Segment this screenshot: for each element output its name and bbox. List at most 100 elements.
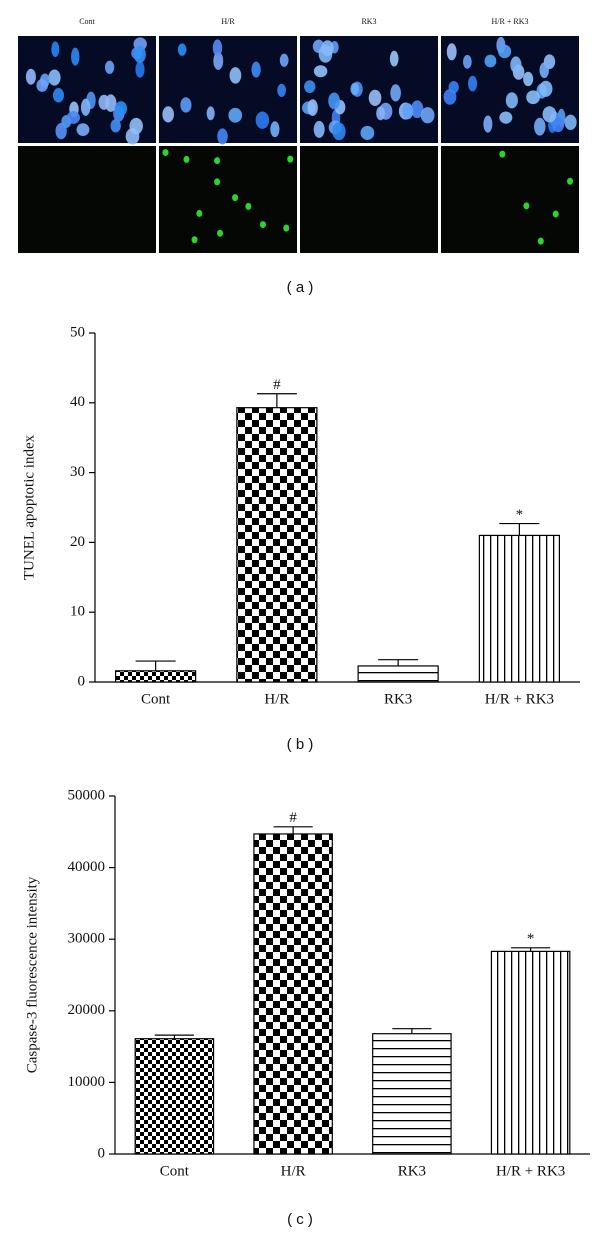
y-tick-label: 40000: [68, 859, 106, 875]
x-tick-label: H/R + RK3: [485, 691, 554, 707]
nucleus: [125, 128, 140, 145]
nucleus: [55, 122, 67, 140]
nucleus: [76, 123, 90, 136]
nucleus: [228, 107, 243, 123]
nucleus: [420, 107, 435, 124]
nucleus: [539, 80, 553, 97]
nucleus: [332, 122, 346, 141]
y-tick-label: 30: [70, 464, 85, 480]
bar: [236, 407, 318, 683]
y-tick-label: 40: [70, 394, 85, 410]
x-tick-label: Cont: [160, 1163, 190, 1179]
nucleus: [321, 40, 334, 57]
nucleus: [270, 121, 280, 138]
nucleus: [104, 60, 115, 74]
tunel-image: [300, 146, 438, 253]
column-label: RK3: [361, 17, 376, 26]
tunel-positive: [283, 224, 290, 232]
x-tick-label: H/R + RK3: [496, 1163, 565, 1179]
nucleus: [376, 106, 385, 121]
nucleus: [484, 54, 497, 68]
tunel-positive: [232, 194, 239, 202]
nucleus: [360, 125, 375, 141]
y-tick-label: 10000: [68, 1074, 106, 1090]
caption: ( c ): [287, 1211, 313, 1228]
nucleus: [467, 75, 478, 92]
nucleus: [135, 61, 145, 78]
nucleus: [52, 87, 64, 103]
nucleus: [229, 67, 242, 84]
nucleus: [206, 106, 215, 121]
nucleus: [534, 117, 546, 136]
nucleus: [48, 69, 61, 86]
caption: ( a ): [287, 279, 314, 296]
significance-mark: #: [273, 377, 281, 393]
column-label: H/R + RK3: [492, 17, 529, 26]
tunel-positive: [567, 177, 574, 185]
nucleus: [180, 97, 192, 113]
tunel-positive: [245, 202, 252, 210]
y-tick-label: 50000: [68, 787, 106, 803]
nucleus: [462, 54, 472, 69]
y-tick-label: 30000: [68, 931, 106, 947]
nucleus: [36, 79, 48, 92]
tunel-positive: [523, 202, 530, 210]
column-label: H/R: [221, 17, 235, 26]
y-axis-label: Caspase-3 fluorescence intensity: [24, 876, 40, 1073]
x-tick-label: H/R: [281, 1163, 306, 1179]
nucleus: [251, 61, 261, 78]
y-tick-label: 10: [70, 604, 85, 620]
nucleus: [542, 106, 557, 123]
significance-mark: #: [289, 810, 297, 826]
bar: [490, 950, 571, 1155]
nucleus: [66, 111, 80, 124]
y-tick-label: 0: [78, 673, 86, 689]
nucleus: [313, 120, 325, 138]
nucleus: [213, 51, 224, 70]
nucleus: [526, 90, 540, 105]
nucleus: [350, 82, 360, 96]
nucleus: [368, 89, 382, 106]
bar: [134, 1038, 215, 1155]
bar: [372, 1033, 452, 1155]
nucleus: [277, 83, 286, 97]
tunel-image: [441, 146, 579, 253]
tunel-positive: [537, 237, 544, 245]
nucleus: [564, 114, 577, 131]
nucleus: [51, 41, 60, 58]
nucleus: [114, 101, 128, 117]
tunel-positive: [191, 236, 198, 244]
nucleus: [402, 103, 414, 120]
nucleus: [446, 43, 457, 61]
nucleus: [328, 92, 340, 110]
y-tick-label: 20: [70, 534, 85, 550]
nucleus: [162, 106, 174, 123]
nucleus: [410, 100, 424, 119]
x-tick-label: RK3: [398, 1163, 426, 1179]
nucleus: [389, 50, 399, 67]
nucleus: [510, 56, 522, 74]
tunel-image: [159, 146, 297, 253]
tunel-positive: [217, 229, 224, 237]
tunel-positive: [499, 150, 506, 158]
nucleus: [499, 111, 513, 124]
nucleus: [307, 99, 318, 116]
nucleus: [110, 119, 121, 133]
nucleus: [448, 80, 459, 94]
nucleus: [80, 98, 91, 116]
y-tick-label: 0: [98, 1145, 106, 1161]
x-tick-label: Cont: [141, 691, 171, 707]
nucleus: [255, 111, 270, 129]
tunel-positive: [162, 149, 169, 157]
bar: [478, 534, 560, 683]
nucleus: [304, 80, 316, 94]
nucleus: [483, 115, 493, 133]
nucleus: [71, 47, 80, 66]
bar: [115, 670, 197, 683]
y-tick-label: 20000: [68, 1002, 106, 1018]
nucleus: [133, 45, 146, 64]
nucleus: [390, 84, 401, 102]
nucleus: [217, 128, 228, 145]
